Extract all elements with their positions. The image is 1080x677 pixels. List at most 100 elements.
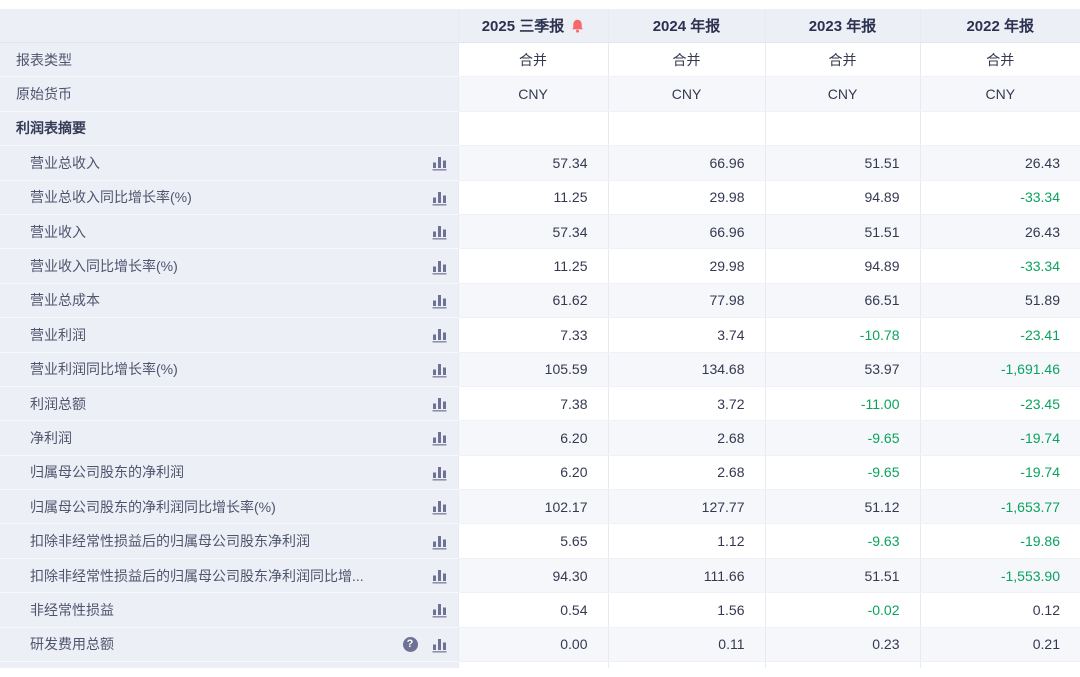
bar-chart-icon[interactable] — [431, 361, 448, 378]
value-cell: 0.21 — [919, 627, 1080, 663]
row-label: 研发费用总额 — [30, 636, 114, 653]
table-row: 利润表摘要 — [0, 111, 1080, 147]
table-row — [0, 661, 1080, 668]
value-cell: 11.25 — [457, 248, 608, 284]
row-label-cell: 利润总额 — [0, 386, 458, 422]
bar-chart-icon[interactable] — [431, 533, 448, 550]
value-cell: 61.62 — [457, 283, 608, 319]
bar-chart-icon[interactable] — [431, 189, 448, 206]
value-cell: 105.59 — [457, 352, 608, 387]
bar-chart-icon[interactable] — [431, 429, 448, 447]
value-cell: -1,691.46 — [919, 352, 1080, 387]
value-cell: 合并 — [764, 42, 920, 78]
value-cell: -9.63 — [764, 523, 920, 559]
value-cell: 合并 — [607, 42, 765, 78]
help-icon[interactable]: ? — [402, 636, 418, 652]
row-label-cell: 归属母公司股东的净利润同比增长率(%) — [0, 489, 458, 525]
row-label: 归属母公司股东的净利润同比增长率(%) — [30, 498, 276, 515]
row-label: 扣除非经常性损益后的归属母公司股东净利润 — [30, 533, 310, 550]
column-header-label: 2025 三季报 — [481, 18, 565, 35]
value-cell — [457, 111, 608, 147]
column-header-period-1: 2025 三季报 — [457, 9, 608, 43]
table-row: 归属母公司股东的净利润同比增长率(%) 102.17 127.77 51.12 -1,6… — [0, 489, 1080, 525]
value-cell: 0.54 — [457, 592, 608, 628]
row-label: 利润表摘要 — [16, 120, 86, 137]
value-cell: 29.98 — [607, 248, 765, 284]
value-cell: CNY — [764, 76, 920, 112]
row-label: 归属母公司股东的净利润 — [30, 464, 184, 481]
value-cell: 26.43 — [919, 214, 1080, 250]
value-cell: 0.00 — [457, 627, 608, 663]
value-cell: 合并 — [919, 42, 1080, 78]
value-cell: 0.11 — [607, 627, 765, 663]
bar-chart-icon[interactable] — [431, 154, 448, 171]
bar-chart-icon[interactable] — [431, 292, 448, 309]
table-row: 营业总收入同比增长率(%) 11.25 29.98 94.89 -33.34 — [0, 180, 1080, 215]
row-label: 净利润 — [30, 429, 72, 446]
value-cell: -1,553.90 — [919, 558, 1080, 594]
value-cell: 94.30 — [457, 558, 608, 594]
value-cell: 94.89 — [764, 248, 920, 284]
bar-chart-icon[interactable] — [431, 464, 448, 481]
value-cell — [607, 111, 765, 147]
table-row: 研发费用总额? 0.00 0.11 0.23 0.21 — [0, 627, 1080, 663]
row-label-cell: 营业利润 — [0, 317, 458, 353]
value-cell: 29.98 — [607, 180, 765, 215]
column-header-label: 2024 年报 — [652, 18, 721, 35]
value-cell: -23.45 — [919, 386, 1080, 422]
table-row: 营业收入 57.34 66.96 51.51 26.43 — [0, 214, 1080, 250]
table-row: 净利润 6.20 2.68 -9.65 -19.74 — [0, 420, 1080, 456]
bar-chart-icon[interactable] — [431, 601, 448, 619]
value-cell: 1.12 — [607, 523, 765, 559]
row-label: 营业总收入同比增长率(%) — [30, 189, 192, 206]
value-cell: 7.33 — [457, 317, 608, 353]
value-cell: -23.41 — [919, 317, 1080, 353]
value-cell — [919, 111, 1080, 147]
table-row: 归属母公司股东的净利润 6.20 2.68 -9.65 -19.74 — [0, 455, 1080, 491]
value-cell: 合并 — [457, 42, 608, 78]
bar-chart-icon[interactable] — [431, 498, 448, 515]
value-cell: 66.51 — [764, 283, 920, 319]
row-label: 扣除非经常性损益后的归属母公司股东净利润同比增... — [30, 567, 364, 584]
value-cell: CNY — [607, 76, 765, 112]
value-cell: 2.68 — [607, 420, 765, 456]
bar-chart-icon[interactable] — [431, 567, 448, 584]
row-label-cell: 报表类型 — [0, 42, 458, 78]
row-label: 非经常性损益 — [30, 601, 114, 618]
value-cell: 26.43 — [919, 145, 1080, 181]
column-header-period-4: 2022 年报 — [919, 9, 1080, 43]
value-cell: CNY — [919, 76, 1080, 112]
column-header-label: 2022 年报 — [966, 18, 1035, 35]
alert-bell-icon[interactable] — [571, 19, 584, 33]
value-cell: 0.12 — [919, 592, 1080, 628]
bar-chart-icon[interactable] — [431, 223, 448, 240]
value-cell: 1.56 — [607, 592, 765, 628]
value-cell: 2.68 — [607, 455, 765, 491]
value-cell: 51.51 — [764, 558, 920, 594]
value-cell: 6.20 — [457, 420, 608, 456]
value-cell: 7.38 — [457, 386, 608, 422]
bar-chart-icon[interactable] — [431, 326, 448, 343]
row-label-cell: 营业总收入同比增长率(%) — [0, 180, 458, 215]
value-cell: 66.96 — [607, 214, 765, 250]
bar-chart-icon[interactable] — [431, 636, 448, 653]
table-row: 营业总成本 61.62 77.98 66.51 51.89 — [0, 283, 1080, 319]
value-cell: 66.96 — [607, 145, 765, 181]
value-cell: 5.65 — [457, 523, 608, 559]
row-label-cell: 营业收入 — [0, 214, 458, 250]
bar-chart-icon[interactable] — [431, 395, 448, 412]
table-row: 营业利润 7.33 3.74 -10.78 -23.41 — [0, 317, 1080, 353]
row-label-cell: 非经常性损益 — [0, 592, 458, 628]
row-label-cell: 研发费用总额? — [0, 627, 458, 663]
value-cell: 57.34 — [457, 214, 608, 250]
value-cell: 51.12 — [764, 489, 920, 525]
table-row: 原始货币 CNY CNY CNY CNY — [0, 76, 1080, 112]
income-statement-table: 2025 三季报 2024 年报 2023 年报 2022 年报 报表类型 合并合… — [0, 9, 1080, 668]
table-row: 非经常性损益 0.54 1.56 -0.02 0.12 — [0, 592, 1080, 628]
bar-chart-icon[interactable] — [431, 258, 448, 275]
header-label-cell — [0, 9, 458, 43]
value-cell: -10.78 — [764, 317, 920, 353]
value-cell: -1,653.77 — [919, 489, 1080, 525]
row-label-cell — [0, 661, 458, 668]
value-cell: 134.68 — [607, 352, 765, 387]
